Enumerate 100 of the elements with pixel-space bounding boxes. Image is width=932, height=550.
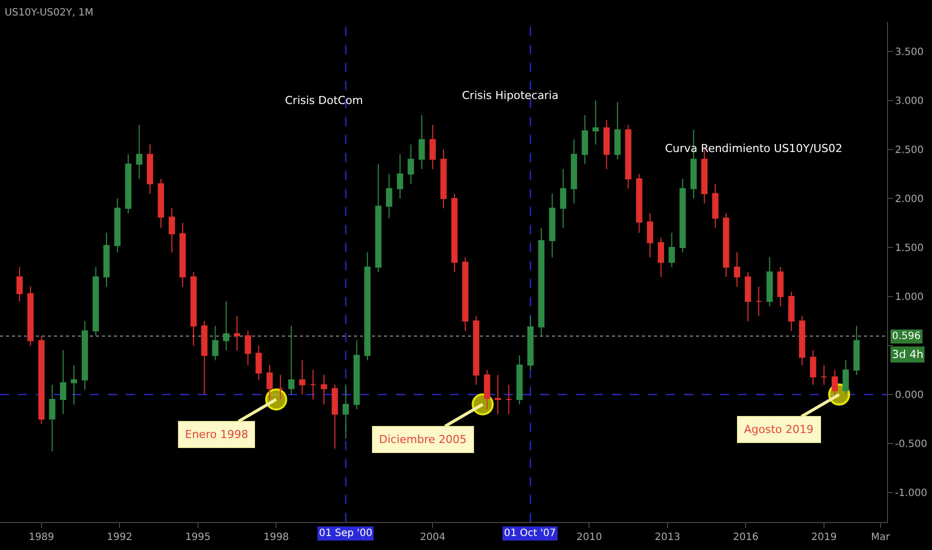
candlestick [582, 114, 588, 165]
candlestick [60, 350, 66, 415]
y-tick-label: 1.000 [895, 292, 924, 304]
candlestick [332, 384, 338, 449]
candlestick [680, 178, 686, 253]
candlestick [722, 212, 730, 278]
candlestick [136, 124, 142, 180]
candlestick [527, 316, 534, 371]
candlestick [386, 173, 392, 219]
candlestick [288, 325, 294, 396]
candlestick [668, 232, 675, 268]
x-tick-label: 2016 [733, 532, 758, 543]
candlestick [810, 350, 816, 386]
candlestick [244, 330, 252, 366]
candlestick [440, 148, 447, 209]
ref-line-label: 01 Sep '00 [319, 528, 372, 539]
candlestick [832, 370, 838, 400]
candlestick [396, 154, 404, 199]
candlestick [744, 272, 752, 322]
candlestick [168, 208, 175, 253]
candlestick [549, 193, 556, 258]
x-tick-label: 2019 [811, 532, 837, 543]
candlestick [430, 124, 436, 170]
candlestick [646, 212, 654, 258]
candlestick [636, 173, 642, 234]
candlestick [853, 325, 860, 376]
x-tick-label: 2010 [576, 532, 602, 543]
candlestick [299, 360, 306, 396]
candlestick [201, 320, 208, 396]
candlestick [592, 100, 599, 146]
candlestick [92, 266, 99, 336]
candlestick [190, 272, 197, 346]
candlestick [375, 164, 382, 272]
candlestick [82, 320, 88, 390]
candlestick [788, 291, 794, 332]
candlestick [462, 256, 468, 332]
annotation: Enero 1998 [185, 428, 248, 441]
candlestick [766, 256, 773, 307]
candlestick [342, 384, 349, 440]
candlestick [820, 364, 828, 386]
candlestick [266, 364, 273, 400]
y-tick-label: 0.000 [895, 390, 924, 402]
candlestick [223, 300, 230, 351]
candlestick [777, 266, 784, 307]
annotation: Crisis Hipotecaria [462, 89, 559, 102]
annotation: Agosto 2019 [744, 423, 814, 436]
candlestick [354, 340, 360, 410]
candlestick [408, 144, 414, 184]
annotation: Diciembre 2005 [379, 433, 467, 446]
candlestick [494, 374, 501, 415]
candlestick [49, 384, 56, 452]
x-tick-label: 1998 [263, 532, 289, 543]
candlestick [658, 237, 664, 278]
candlestick [506, 384, 512, 415]
x-tick-label: 1995 [185, 532, 211, 543]
candlestick [114, 198, 121, 253]
candlestick [538, 227, 544, 336]
x-tick-label: 1989 [28, 532, 54, 543]
candlestick [320, 374, 328, 405]
candlestick [603, 120, 610, 170]
candlestick [734, 252, 740, 288]
candlestick [70, 364, 78, 405]
candlestick [842, 360, 849, 396]
candlestick [625, 124, 632, 190]
x-tick-label: 1992 [106, 532, 132, 543]
x-tick-label: 2013 [654, 532, 680, 543]
y-tick-label: 1.500 [895, 242, 924, 254]
candlestick [756, 286, 762, 317]
y-tick-label: 2.500 [895, 144, 924, 156]
y-tick-label: 2.000 [895, 194, 924, 205]
candlestick [364, 252, 371, 361]
candlestick [212, 325, 218, 361]
candlestick [560, 168, 566, 228]
candlestick [310, 370, 316, 400]
candlestick [614, 102, 621, 160]
candlestick [16, 266, 23, 302]
chart-title: US10Y-US02Y, 1M [4, 7, 94, 18]
candlestick [125, 154, 132, 214]
candlestick [516, 354, 523, 405]
candlestick [234, 316, 240, 351]
candlestick [451, 193, 458, 272]
candlestick [27, 286, 34, 346]
annotation: Crisis DotCom [285, 94, 363, 107]
candlestick [712, 183, 718, 228]
ref-line-label: 01 Oct '07 [504, 528, 556, 539]
candlestick [484, 370, 490, 410]
candlestick [277, 374, 284, 400]
candlestick [180, 222, 186, 288]
ref-line-label: 0.596 [892, 331, 921, 342]
candlestick [570, 139, 578, 204]
candlestick [256, 345, 262, 380]
y-tick-label: -0.500 [895, 439, 928, 450]
candlestick [473, 316, 480, 386]
x-tick-label: 2004 [420, 532, 446, 543]
text: 3d 4h [892, 348, 924, 361]
candlestick [103, 232, 110, 288]
candlestick [799, 316, 806, 366]
candlestick [38, 335, 45, 424]
candlestick [146, 144, 154, 194]
x-tick-label: Mar [870, 532, 891, 543]
